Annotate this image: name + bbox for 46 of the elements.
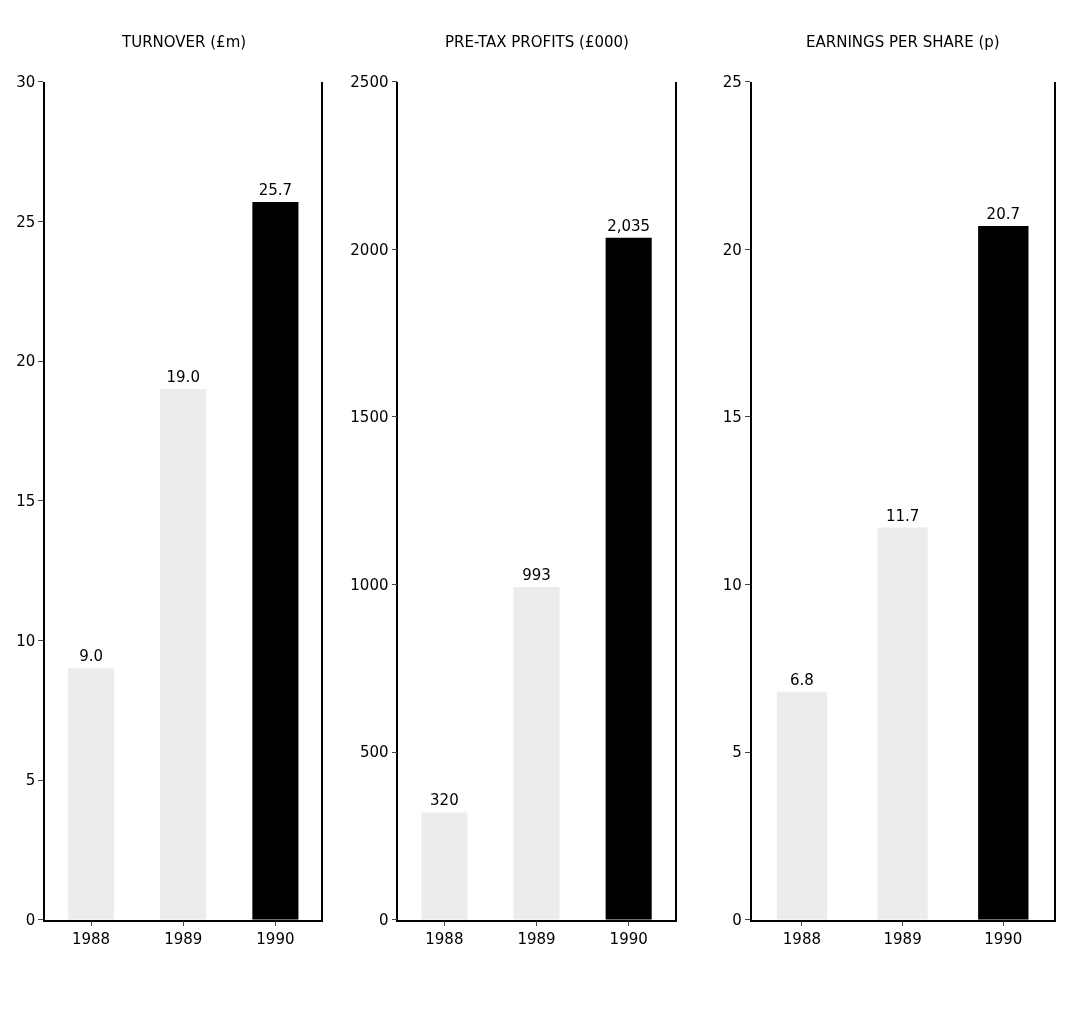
- data-label: 11.7: [885, 506, 920, 525]
- data-label: 20.7: [986, 204, 1020, 223]
- data-label: 6.8: [789, 670, 814, 689]
- y-tick-label: 5: [25, 771, 36, 790]
- y-tick-label: 500: [359, 743, 389, 762]
- bar: [68, 668, 115, 920]
- data-label: 19.0: [166, 368, 200, 387]
- chart-title: EARNINGS PER SHARE (p): [806, 33, 1000, 51]
- y-tick-label: 0: [732, 910, 742, 929]
- chart-title: PRE-TAX PROFITS (£000): [445, 33, 629, 51]
- y-tick-label: 10: [722, 575, 742, 594]
- y-tick-label: 20: [16, 352, 36, 371]
- y-tick-label: 0: [25, 910, 36, 929]
- bar: [776, 691, 828, 920]
- x-tick-label: 1990: [609, 930, 648, 949]
- x-tick-label: 1988: [782, 930, 821, 949]
- x-tick-label: 1990: [256, 930, 295, 949]
- y-tick-label: 20: [722, 240, 742, 259]
- y-tick-label: 5: [732, 743, 742, 762]
- x-tick-label: 1989: [164, 930, 203, 949]
- x-tick-label: 1989: [517, 930, 556, 949]
- x-tick-label: 1989: [883, 930, 922, 949]
- data-label: 993: [522, 565, 551, 584]
- bar: [513, 586, 560, 920]
- bar: [877, 527, 928, 920]
- data-label: 9.0: [79, 647, 104, 666]
- data-label: 320: [430, 791, 459, 810]
- y-tick-label: 15: [16, 492, 36, 511]
- y-tick-label: 30: [16, 73, 36, 92]
- y-tick-label: 25: [722, 73, 742, 92]
- y-tick-label: 1500: [350, 408, 389, 427]
- y-tick-label: 10: [16, 631, 36, 650]
- bar: [421, 812, 468, 920]
- bar: [160, 389, 207, 920]
- data-label: 2,035: [607, 216, 651, 235]
- x-tick-label: 1988: [425, 930, 464, 949]
- y-tick-label: 25: [16, 212, 36, 231]
- x-tick-label: 1990: [984, 930, 1023, 949]
- x-tick-label: 1988: [71, 930, 111, 949]
- y-tick-label: 0: [378, 910, 389, 929]
- y-tick-label: 2000: [350, 240, 389, 259]
- chart-title: TURNOVER (£m): [121, 33, 247, 51]
- y-tick-label: 1000: [350, 575, 389, 594]
- y-tick-label: 2500: [350, 73, 389, 92]
- y-tick-label: 15: [722, 408, 742, 427]
- data-label: 25.7: [258, 180, 293, 199]
